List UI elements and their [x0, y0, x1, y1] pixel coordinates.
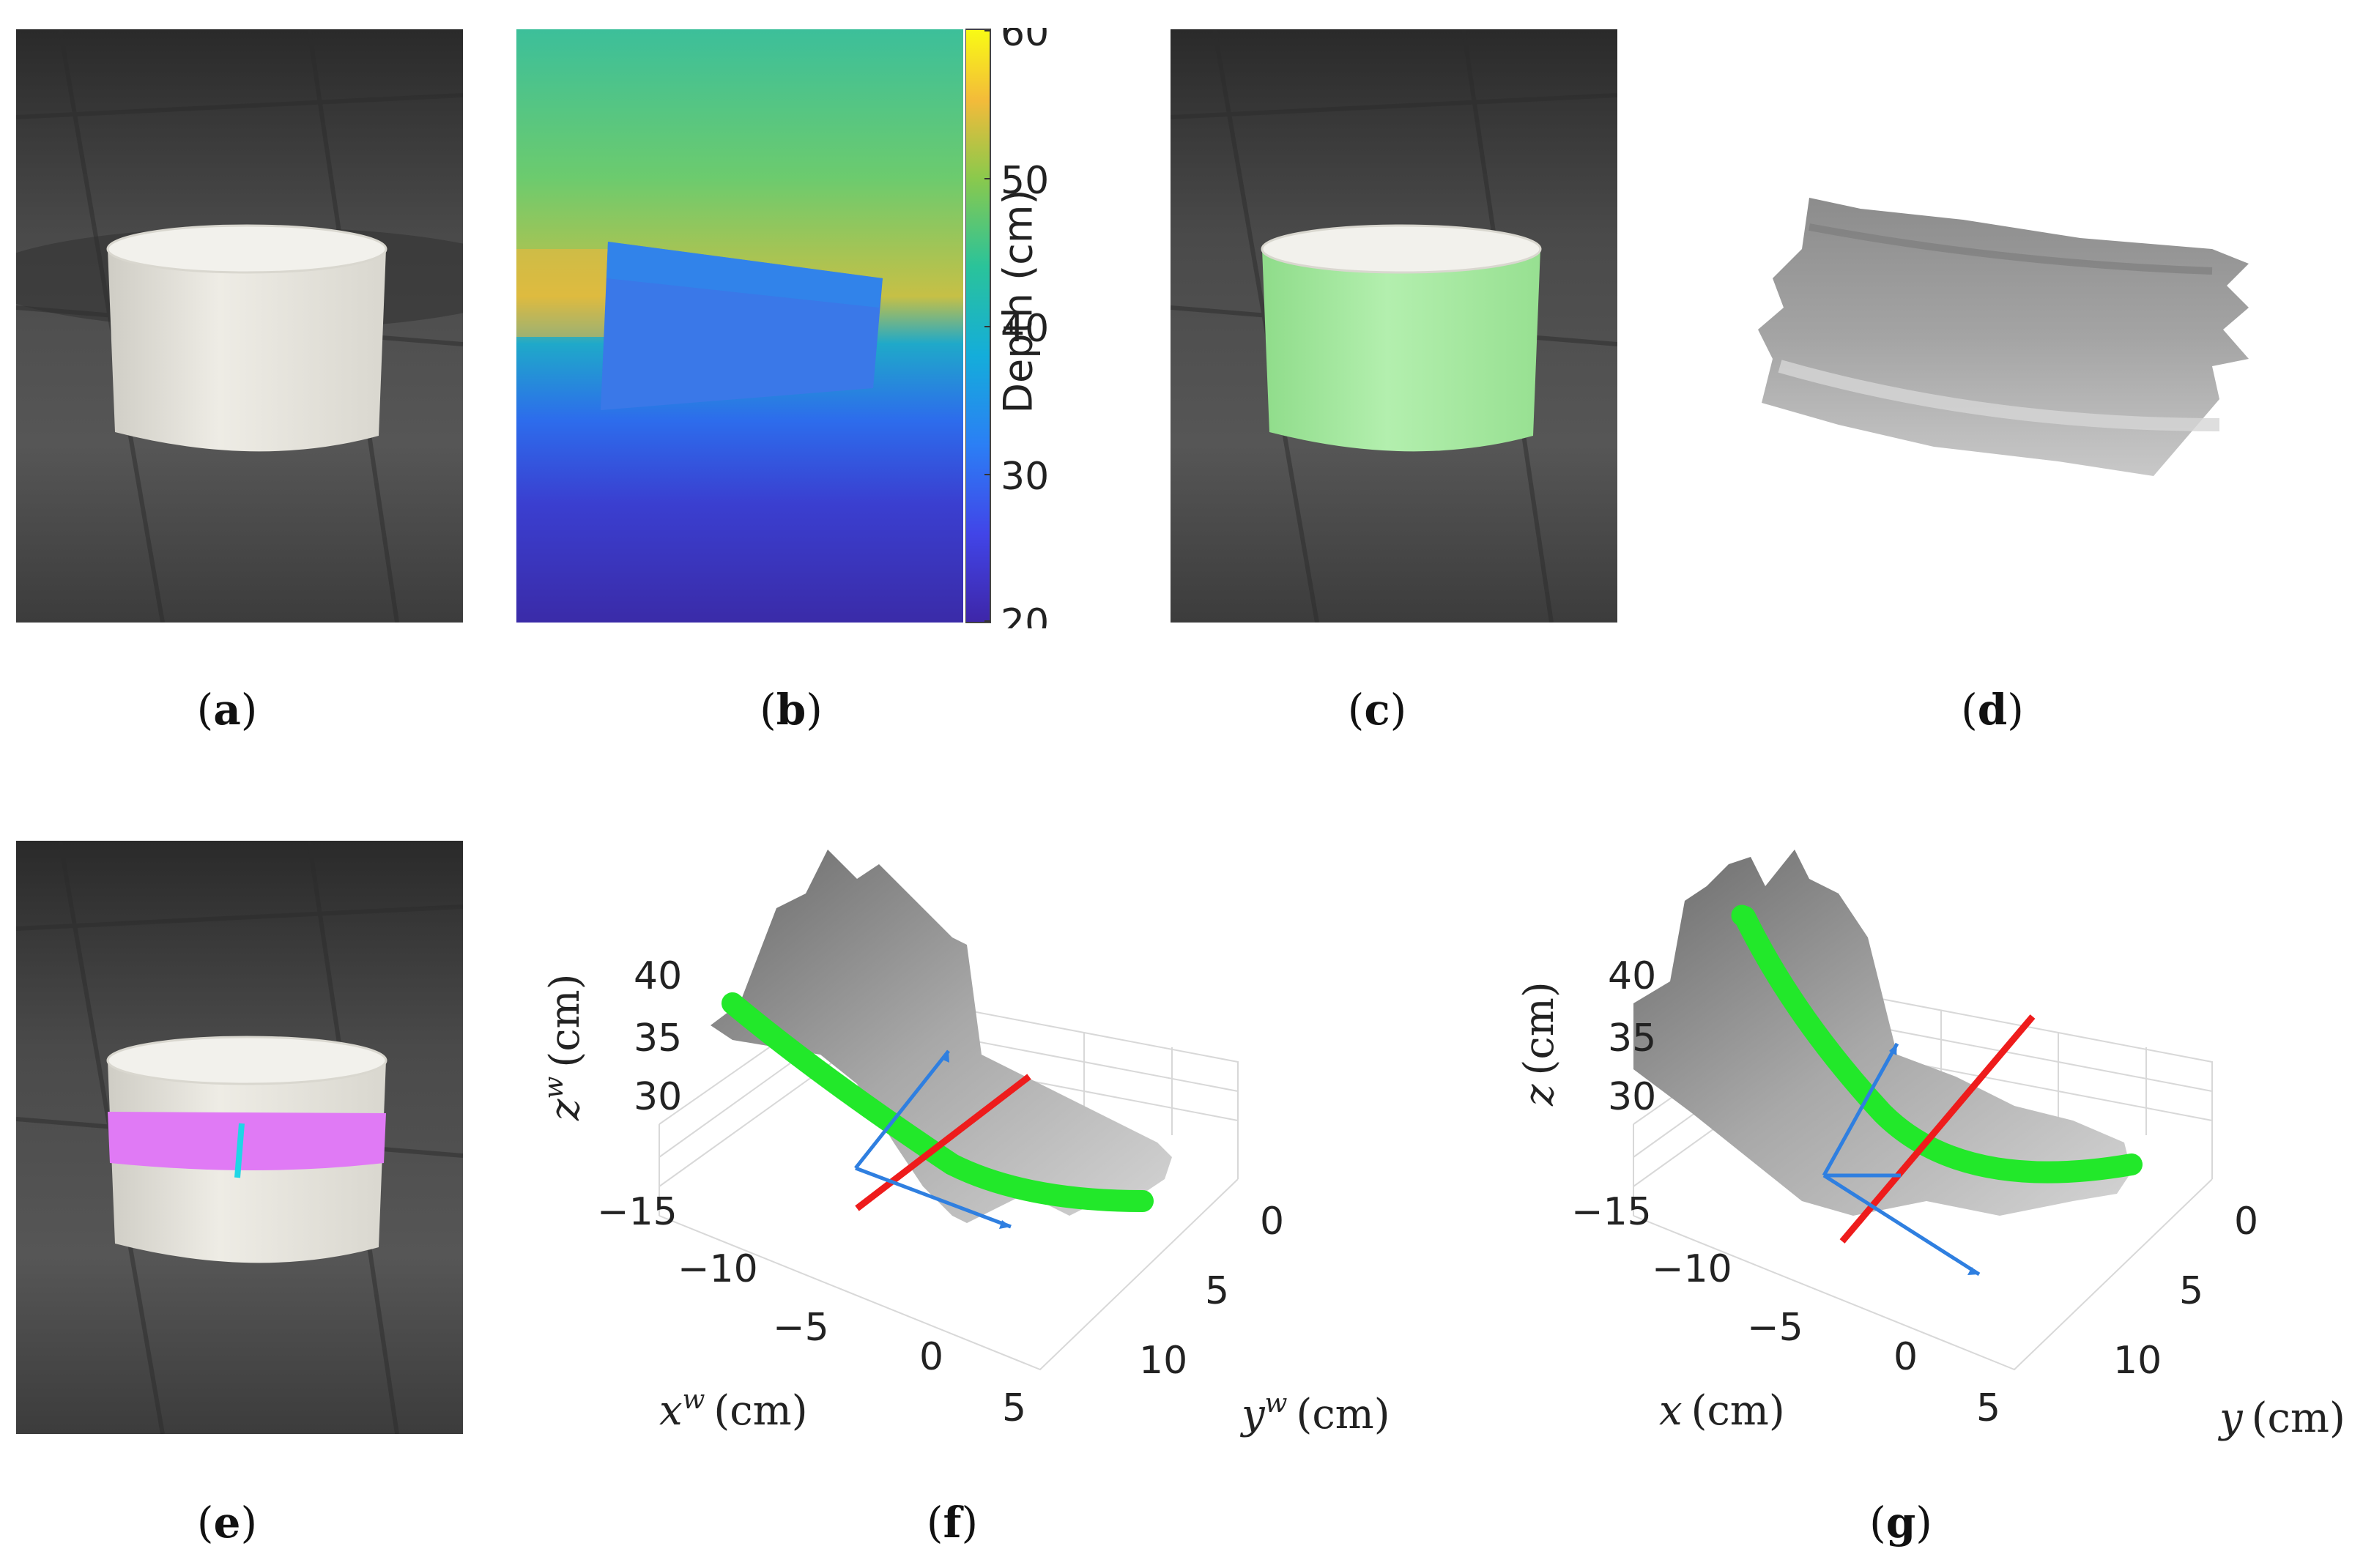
g-xtick-5: 5 [1976, 1386, 2000, 1430]
panel-a [0, 29, 536, 623]
panel-d [1743, 183, 2256, 491]
f-xtick-neg15: −15 [597, 1190, 678, 1234]
f-ytick-0: 0 [1260, 1200, 1284, 1244]
cbar-tick-50: 50 [1001, 159, 1049, 203]
f-xtick-neg5: −5 [773, 1306, 829, 1350]
caption-g: (g) [1869, 1498, 1932, 1547]
photo-band [15, 840, 464, 1435]
caption-a: (a) [196, 685, 258, 735]
g-blue-axis-x [1822, 1173, 1981, 1277]
f-zlabel: zw(cm) [539, 973, 589, 1121]
cbar-tick-40: 40 [1001, 307, 1049, 351]
g-xtick-neg10: −10 [1652, 1247, 1732, 1291]
segmentation-mask [1262, 249, 1540, 452]
g-ztick-40: 40 [1608, 954, 1656, 998]
panel-g: 40 35 30 z(cm) −15 −10 −5 0 5 x (cm) 0 5 … [1487, 835, 2366, 1479]
g-ylabel: y (cm) [2217, 1394, 2345, 1442]
g-xtick-neg15: −15 [1571, 1190, 1652, 1234]
photo-segmented [1170, 29, 1618, 623]
g-xtick-0: 0 [1893, 1335, 1918, 1379]
caption-f: (f) [926, 1498, 979, 1547]
trajectory-curve [722, 992, 1154, 1212]
caption-d: (d) [1961, 685, 2024, 735]
panel-c [1170, 29, 1618, 623]
g-zlabel: z(cm) [1516, 981, 1563, 1107]
g-ytick-5: 5 [2179, 1269, 2203, 1313]
magenta-band [108, 1112, 386, 1170]
f-xtick-5: 5 [1002, 1386, 1026, 1430]
caption-b: (b) [760, 685, 823, 735]
panel-b [513, 29, 974, 630]
caption-c: (c) [1347, 685, 1407, 735]
caption-e: (e) [196, 1498, 258, 1547]
g-xlabel: x (cm) [1659, 1387, 1785, 1435]
cbar-tick-20: 20 [1001, 601, 1049, 628]
f-ytick-10: 10 [1139, 1339, 1187, 1383]
f-ylabel: yw (cm) [1239, 1389, 1390, 1438]
f-xlabel: xw (cm) [659, 1385, 808, 1435]
cyan-seam [234, 1123, 245, 1178]
blue-axis-z [854, 1049, 950, 1170]
g-start-marker [1731, 904, 1753, 926]
f-ytick-5: 5 [1205, 1269, 1229, 1313]
f-xtick-neg10: −10 [678, 1247, 758, 1291]
panel-e [15, 840, 464, 1435]
g-blue-axis-z [1822, 1042, 1899, 1177]
red-axis [855, 1074, 1031, 1211]
cbar-tick-60: 60 [1001, 28, 1049, 55]
mesh-surface [1758, 198, 2249, 476]
svg-text:z(cm): z(cm) [1516, 981, 1563, 1107]
f-ztick-30: 30 [634, 1075, 682, 1119]
photo-cylinder [0, 29, 536, 623]
g-trajectory-curve [1734, 906, 2143, 1184]
surface-mesh [711, 850, 1172, 1223]
f-ztick-40: 40 [634, 954, 682, 998]
f-xtick-0: 0 [919, 1335, 943, 1379]
g-ztick-30: 30 [1608, 1075, 1656, 1119]
blue-axis-x [855, 1166, 1012, 1229]
g-ytick-10: 10 [2113, 1339, 2162, 1383]
g-ztick-35: 35 [1608, 1017, 1656, 1060]
g-ytick-0: 0 [2234, 1200, 2258, 1244]
depth-map [516, 29, 963, 623]
cylinder-rim [106, 224, 387, 274]
svg-text:zw(cm): zw(cm) [539, 973, 589, 1121]
plot3d-f: 40 35 30 zw(cm) −15 −10 −5 0 5 xw (cm) 0 … [539, 850, 1390, 1438]
g-xtick-neg5: −5 [1747, 1306, 1803, 1350]
reconstructed-mesh [1758, 198, 2249, 476]
cbar-tick-30: 30 [1001, 455, 1049, 499]
cylinder-body [108, 249, 386, 452]
plot3d-g: 40 35 30 z(cm) −15 −10 −5 0 5 x (cm) 0 5 … [1516, 850, 2345, 1442]
g-red-axis [1839, 1014, 2036, 1244]
colorbar-label: Depth (cm) [995, 189, 1042, 414]
f-ztick-35: 35 [634, 1017, 682, 1060]
panel-f: 40 35 30 zw(cm) −15 −10 −5 0 5 xw (cm) 0 … [513, 835, 1465, 1479]
